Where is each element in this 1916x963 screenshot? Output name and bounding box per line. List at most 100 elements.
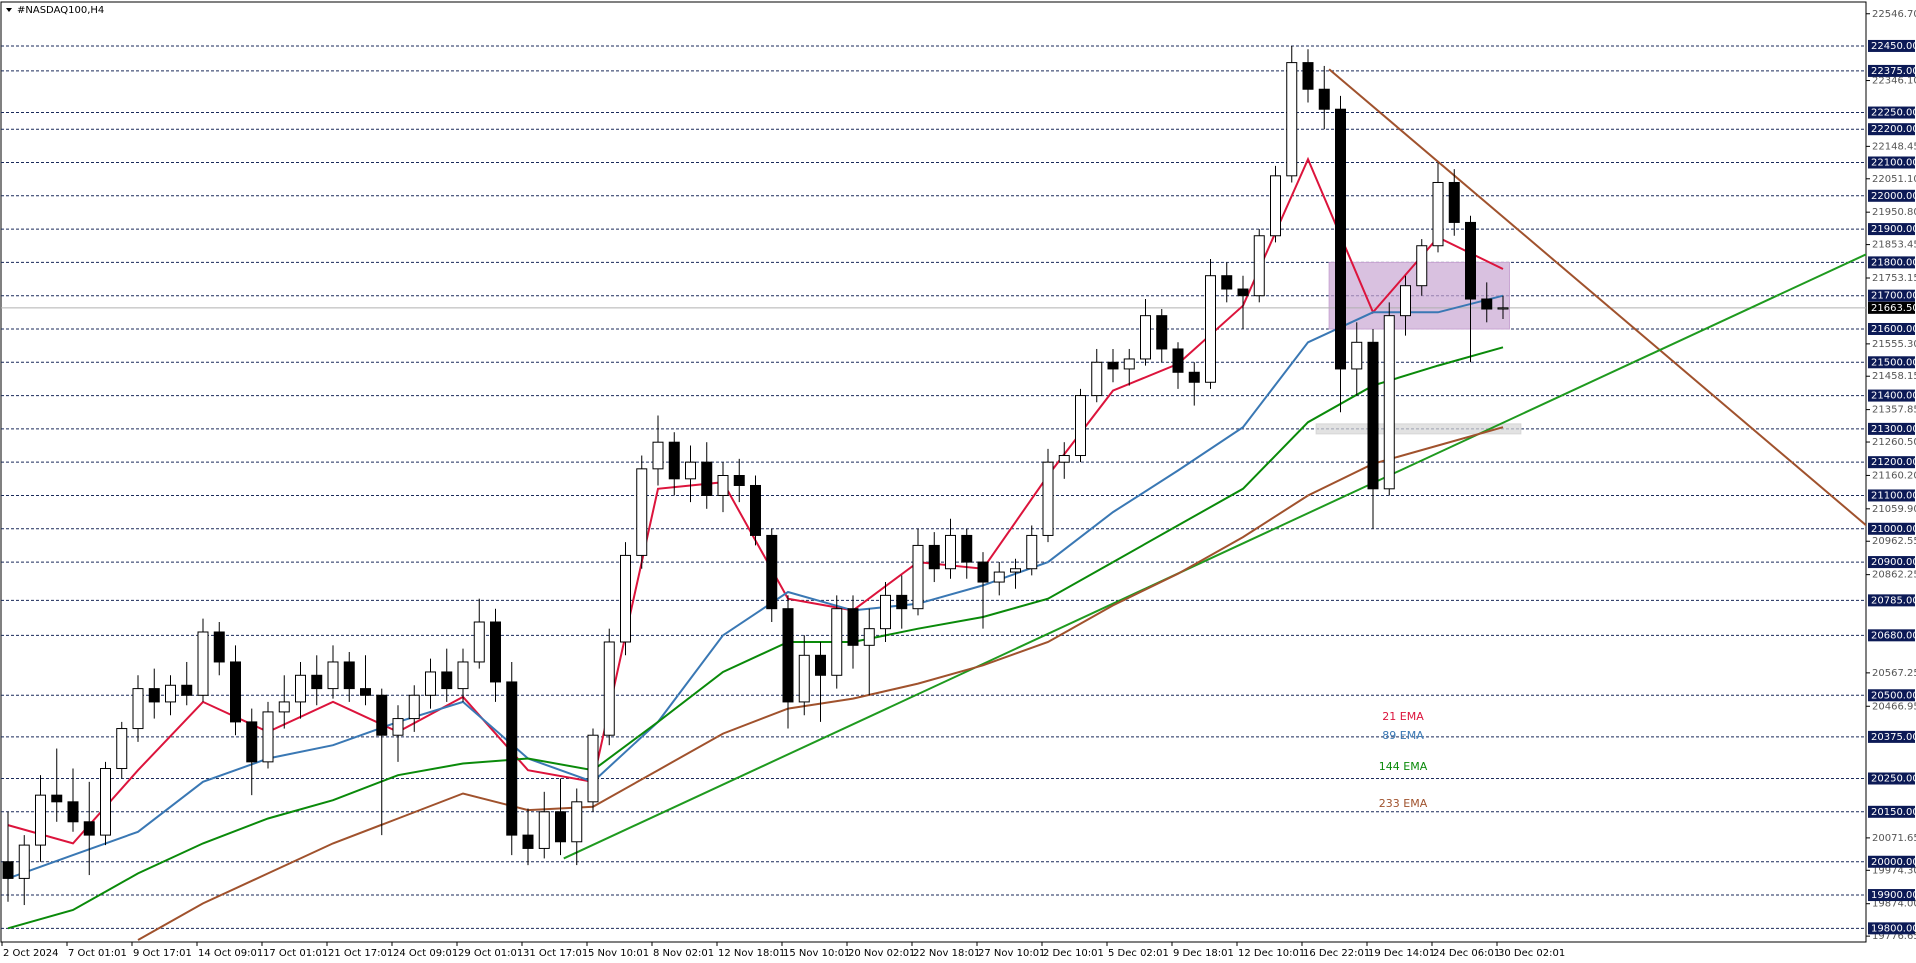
candle-body	[993, 571, 1005, 583]
candle-body	[425, 671, 436, 696]
level-label: 21300.00	[1871, 424, 1916, 435]
y-tick-label: 20862.25	[1872, 570, 1916, 581]
x-tick-label: 29 Oct 01:01	[458, 948, 523, 959]
candle-body	[473, 621, 485, 663]
y-tick-label: 21357.85	[1872, 405, 1916, 416]
ema-line	[7, 346, 1504, 930]
candle-body	[1075, 395, 1086, 457]
y-tick-label: 21059.90	[1872, 504, 1916, 515]
candle-body	[522, 834, 534, 849]
candle-body	[360, 688, 371, 696]
candle-body	[1221, 275, 1233, 290]
level-box	[1868, 289, 1915, 302]
candle-body	[441, 671, 453, 690]
y-tick-label: 22148.45	[1872, 141, 1916, 152]
candle-body	[847, 608, 859, 646]
current-price-box	[1868, 301, 1915, 314]
candle-body	[1123, 358, 1135, 370]
candle-body	[148, 688, 160, 703]
candle-body	[571, 801, 583, 843]
candle-body	[896, 594, 908, 610]
candle-body	[831, 608, 843, 676]
axes: 22546.70 22346.10 22148.45 22051.10 21950.80…	[1866, 9, 1916, 942]
candle-body	[750, 484, 761, 536]
candle-body	[685, 461, 696, 480]
y-tick-label: 20071.65	[1872, 833, 1916, 844]
plot-frame	[0, 1, 1867, 943]
candle-body	[766, 534, 778, 610]
x-tick-label: 5 Nov 10:01	[588, 948, 649, 959]
x-tick-label: 12 Nov 18:01	[718, 948, 785, 959]
candle-body	[213, 631, 225, 663]
candle-body	[262, 711, 274, 763]
candle-body	[35, 794, 46, 846]
candle-body	[116, 728, 128, 770]
y-tick-label: 19874.00	[1872, 899, 1916, 910]
x-tick-label: 24 Dec 06:01	[1433, 948, 1500, 959]
candle-body	[668, 441, 680, 480]
y-tick-label: 21853.45	[1872, 240, 1916, 251]
plot	[1, 45, 1866, 941]
level-label: 22000.00	[1871, 191, 1916, 202]
candle-body	[1335, 108, 1346, 370]
ema-line	[7, 294, 1504, 880]
level-box	[1868, 156, 1915, 169]
x-tick-label: 30 Dec 02:01	[1498, 948, 1565, 959]
candle-body	[67, 801, 79, 823]
level-label: 21200.00	[1871, 457, 1916, 468]
level-box	[1868, 629, 1915, 642]
level-label: 21700.00	[1871, 291, 1916, 302]
candle-body	[392, 718, 404, 736]
y-tick-label: 21753.15	[1872, 273, 1916, 284]
candle-body	[1367, 341, 1379, 490]
level-label: 21400.00	[1871, 391, 1916, 402]
candle-body	[278, 701, 290, 713]
candle-body	[1010, 568, 1021, 573]
level-box	[1868, 772, 1915, 785]
candle-body	[1416, 245, 1428, 287]
x-tick-label: 8 Nov 02:01	[653, 948, 714, 959]
level-box	[1868, 556, 1915, 569]
candle-body	[945, 534, 956, 570]
candle-body	[1497, 307, 1509, 310]
level-box	[1868, 64, 1915, 77]
candle-body	[311, 674, 323, 690]
candle-body	[977, 561, 989, 583]
level-label: 22250.00	[1871, 108, 1916, 119]
candle-body	[1156, 315, 1168, 350]
candle-body	[1188, 371, 1200, 383]
y-tick-label: 21950.80	[1872, 207, 1916, 218]
x-tick-label: 20 Nov 02:01	[848, 948, 915, 959]
y-tick-label: 21458.15	[1872, 371, 1916, 382]
level-box	[1868, 522, 1915, 535]
ema-label: 233 EMA	[1379, 797, 1428, 810]
candle-body	[197, 631, 209, 696]
level-box	[1868, 356, 1915, 369]
candle-body	[961, 534, 973, 563]
level-box	[1868, 730, 1915, 743]
x-tick-label: 19 Dec 14:01	[1368, 948, 1435, 959]
x-tick-label: 5 Dec 02:01	[1108, 948, 1169, 959]
candle-body	[246, 721, 258, 763]
candle-body	[717, 474, 729, 496]
zone	[1315, 423, 1522, 435]
candle-body	[1107, 361, 1119, 370]
level-label: 22375.00	[1871, 66, 1916, 77]
candle-body	[1042, 461, 1054, 536]
x-tick-label: 7 Oct 01:01	[68, 948, 127, 959]
candle-body	[538, 811, 550, 849]
level-box	[1868, 922, 1915, 935]
y-tick-label: 22346.10	[1872, 76, 1916, 87]
level-label: 22450.00	[1871, 41, 1916, 52]
candle-body	[815, 654, 826, 676]
level-box	[1868, 489, 1915, 502]
candle-body	[18, 844, 30, 879]
candle-body	[620, 554, 631, 643]
level-label: 20900.00	[1871, 557, 1916, 568]
x-tick-label: 15 Nov 10:01	[783, 948, 850, 959]
x-tick-label: 24 Oct 09:01	[393, 948, 458, 959]
level-label: 19800.00	[1871, 923, 1916, 934]
level-label: 22100.00	[1871, 157, 1916, 168]
candle-body	[555, 811, 566, 843]
